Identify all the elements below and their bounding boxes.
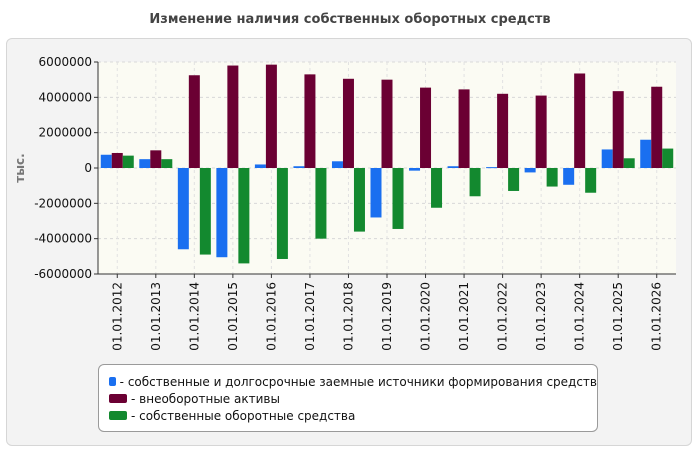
y-tick-label: -2000000	[34, 196, 92, 210]
x-tick-label: 01.01.2020	[419, 282, 433, 351]
x-tick-label: 01.01.2022	[496, 282, 510, 351]
x-tick-label: 01.01.2013	[149, 282, 163, 351]
bar-series-1	[139, 159, 151, 168]
bar-series-1	[100, 154, 112, 168]
bar-series-2	[612, 91, 624, 168]
bar-series-1	[640, 139, 652, 168]
bar-series-3	[238, 168, 250, 264]
bar-series-3	[353, 168, 365, 232]
bar-series-3	[161, 159, 173, 168]
bar-series-3	[431, 168, 443, 208]
y-tick-label: 6000000	[39, 55, 92, 69]
x-tick-label: 01.01.2015	[226, 282, 240, 351]
bar-series-2	[111, 152, 123, 168]
bar-series-3	[122, 155, 134, 168]
bar-series-1	[563, 168, 575, 185]
bar-series-3	[315, 168, 327, 239]
y-tick-label: -4000000	[34, 232, 92, 246]
bar-series-3	[276, 168, 288, 259]
bar-series-2	[458, 89, 470, 168]
bar-series-3	[623, 158, 635, 168]
bar-series-1	[254, 164, 266, 168]
legend-label-sources: - собственные и долгосрочные заемные ист…	[119, 374, 597, 389]
bar-series-1	[370, 168, 382, 218]
legend-item-working-capital: - собственные оборотные средства	[109, 407, 597, 424]
y-tick-label: 4000000	[39, 90, 92, 104]
x-tick-label: 01.01.2014	[187, 282, 201, 351]
legend-label-noncurrent-assets: - внеоборотные активы	[131, 391, 280, 406]
bar-series-3	[469, 168, 481, 197]
x-tick-label: 01.01.2025	[611, 282, 625, 351]
bar-series-3	[392, 168, 404, 229]
bar-series-2	[265, 64, 277, 168]
legend-item-noncurrent-assets: - внеоборотные активы	[109, 390, 597, 407]
legend-swatch-noncurrent-assets	[109, 394, 127, 403]
bar-series-1	[293, 166, 305, 168]
bar-series-1	[524, 168, 536, 173]
bar-series-2	[420, 87, 432, 168]
bar-series-3	[508, 168, 520, 191]
bar-series-3	[662, 148, 674, 168]
bar-series-3	[585, 168, 597, 193]
bar-series-1	[177, 168, 189, 250]
y-tick-label: 2000000	[39, 126, 92, 140]
bar-series-2	[150, 150, 162, 168]
bar-series-2	[342, 78, 354, 168]
legend-item-sources: - собственные и долгосрочные заемные ист…	[109, 373, 597, 390]
bar-series-2	[651, 86, 663, 168]
x-tick-label: 01.01.2017	[303, 282, 317, 351]
x-tick-label: 01.01.2021	[457, 282, 471, 351]
legend: - собственные и долгосрочные заемные ист…	[98, 364, 598, 432]
x-tick-label: 01.01.2012	[110, 282, 124, 351]
legend-swatch-working-capital	[109, 411, 127, 420]
x-tick-label: 01.01.2026	[650, 282, 664, 351]
bar-series-1	[601, 149, 613, 168]
bar-series-1	[216, 168, 228, 258]
y-axis-label: тыс.	[13, 153, 27, 182]
bar-series-3	[546, 168, 558, 187]
bar-series-2	[497, 93, 509, 168]
x-tick-label: 01.01.2016	[264, 282, 278, 351]
bar-series-2	[304, 74, 316, 168]
legend-label-working-capital: - собственные оборотные средства	[131, 408, 356, 423]
bar-series-1	[447, 166, 459, 168]
bar-series-2	[188, 75, 200, 168]
bar-series-2	[535, 95, 547, 168]
bar-series-1	[409, 168, 421, 171]
x-tick-label: 01.01.2018	[341, 282, 355, 351]
bar-series-1	[486, 167, 498, 169]
x-tick-label: 01.01.2023	[534, 282, 548, 351]
legend-swatch-sources	[109, 377, 116, 386]
bar-series-2	[227, 65, 239, 168]
bar-series-2	[574, 73, 586, 168]
x-tick-label: 01.01.2019	[380, 282, 394, 351]
bar-series-2	[381, 79, 393, 168]
y-tick-label: -6000000	[34, 267, 92, 281]
y-tick-label: 0	[84, 161, 92, 175]
chart-title: Изменение наличия собственных оборотных …	[149, 12, 551, 27]
x-tick-label: 01.01.2024	[573, 282, 587, 351]
bar-series-3	[199, 168, 211, 255]
bar-series-1	[331, 161, 343, 168]
